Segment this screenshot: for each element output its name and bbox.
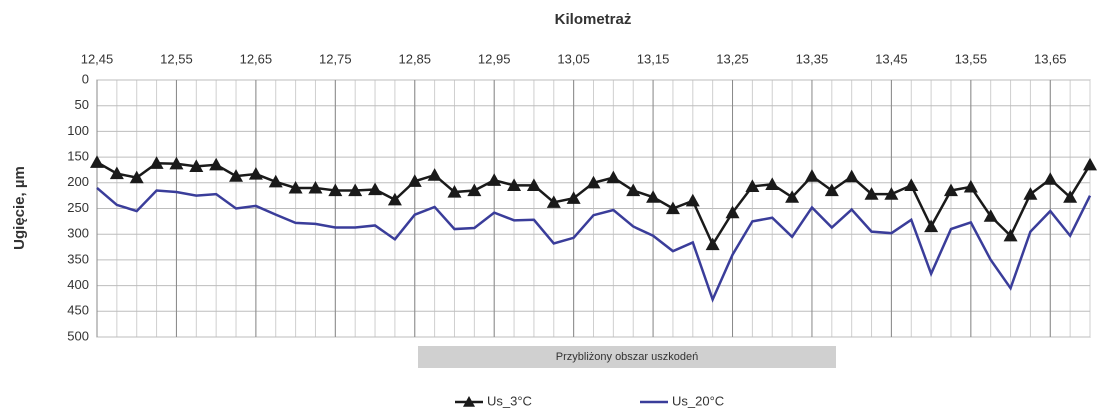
y-tick-label: 50 xyxy=(75,97,89,112)
x-tick-label: 13,25 xyxy=(716,51,749,66)
marker xyxy=(745,179,760,192)
marker xyxy=(387,192,402,206)
x-tick-label: 12,45 xyxy=(81,51,114,66)
marker xyxy=(844,169,859,183)
marker xyxy=(348,183,363,197)
marker xyxy=(586,175,601,189)
marker xyxy=(824,183,839,197)
marker xyxy=(1043,172,1058,185)
y-axis-title: Ugięcie, µm xyxy=(11,166,28,250)
x-tick-label: 13,35 xyxy=(796,51,829,66)
marker xyxy=(725,205,740,219)
annotation: Przybliżony obszar uszkodeń xyxy=(556,351,698,363)
x-tick-label: 12,55 xyxy=(160,51,193,66)
marker xyxy=(268,174,283,188)
marker xyxy=(129,170,144,184)
marker xyxy=(149,156,164,169)
marker xyxy=(765,177,780,190)
marker xyxy=(1003,228,1018,242)
marker xyxy=(248,167,263,180)
x-tick-label: 12,95 xyxy=(478,51,511,66)
x-tick-label: 13,45 xyxy=(875,51,908,66)
marker xyxy=(606,170,621,184)
marker xyxy=(209,157,224,171)
marker xyxy=(963,179,978,193)
marker xyxy=(407,174,422,187)
marker xyxy=(427,168,442,181)
x-tick-label: 12,85 xyxy=(398,51,431,66)
marker xyxy=(507,178,522,191)
marker xyxy=(884,187,899,200)
marker xyxy=(804,169,819,182)
x-tick-label: 12,75 xyxy=(319,51,352,66)
marker xyxy=(626,183,641,197)
marker xyxy=(487,173,502,186)
x-tick-label: 13,55 xyxy=(955,51,988,66)
marker xyxy=(526,178,541,191)
x-tick-label: 12,65 xyxy=(240,51,273,66)
y-tick-label: 350 xyxy=(67,251,89,266)
y-tick-label: 100 xyxy=(67,123,89,138)
marker xyxy=(447,185,462,198)
marker xyxy=(983,209,998,222)
marker xyxy=(229,169,244,182)
y-tick-label: 450 xyxy=(67,303,89,318)
marker xyxy=(1063,190,1078,203)
marker xyxy=(308,180,323,194)
annotation-box xyxy=(418,346,836,368)
series-line xyxy=(96,186,1092,303)
marker xyxy=(924,219,939,233)
marker xyxy=(904,178,919,191)
marker xyxy=(685,193,700,207)
marker xyxy=(665,201,680,215)
y-tick-label: 300 xyxy=(67,226,89,241)
marker xyxy=(189,159,204,172)
marker xyxy=(785,190,800,203)
y-tick-label: 0 xyxy=(82,71,89,86)
marker xyxy=(328,183,343,197)
marker xyxy=(566,191,581,204)
marker xyxy=(546,195,561,208)
x-tick-label: 13,65 xyxy=(1034,51,1067,66)
y-tick-label: 200 xyxy=(67,174,89,189)
marker xyxy=(646,190,661,203)
y-tick-label: 400 xyxy=(67,277,89,292)
marker xyxy=(90,155,104,168)
marker xyxy=(705,237,720,251)
x-axis-title: Kilometraż xyxy=(555,11,632,28)
y-tick-label: 250 xyxy=(67,200,89,215)
marker xyxy=(169,156,184,170)
x-tick-label: 13,15 xyxy=(637,51,670,66)
marker xyxy=(1023,187,1038,200)
legend-label: Us_20°C xyxy=(672,393,724,408)
legend-label: Us_3°C xyxy=(487,393,532,408)
legend-marker xyxy=(463,396,475,407)
y-tick-label: 150 xyxy=(67,149,89,164)
marker xyxy=(109,166,124,180)
marker xyxy=(467,183,482,197)
marker xyxy=(368,182,383,196)
y-tick-label: 500 xyxy=(67,328,89,343)
x-tick-label: 13,05 xyxy=(557,51,590,66)
marker xyxy=(864,187,879,200)
marker xyxy=(943,183,958,197)
marker xyxy=(1083,157,1097,171)
marker xyxy=(288,180,303,194)
